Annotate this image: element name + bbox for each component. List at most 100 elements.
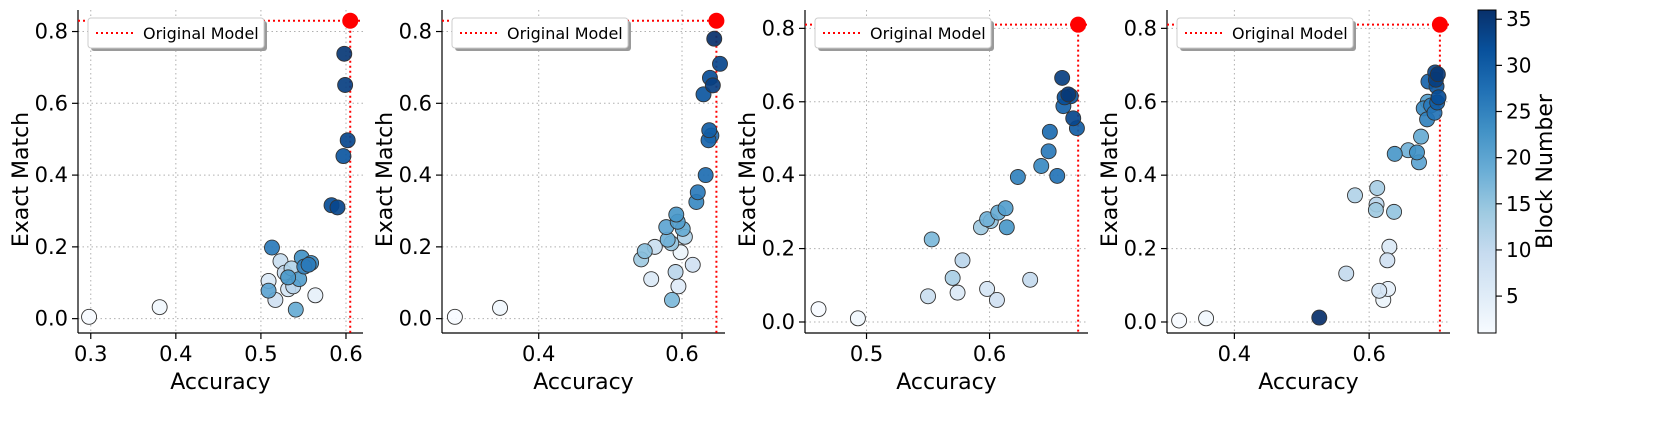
y-axis-label: Exact Match bbox=[373, 112, 398, 247]
y-tick-label: 0.8 bbox=[1124, 16, 1157, 40]
original-model-point bbox=[1431, 16, 1448, 33]
data-point bbox=[944, 269, 961, 286]
data-point bbox=[81, 308, 98, 325]
data-point bbox=[670, 278, 687, 295]
x-tick-label: 0.3 bbox=[74, 342, 107, 366]
original-model-point bbox=[708, 12, 725, 29]
data-point bbox=[643, 271, 660, 288]
data-point bbox=[329, 199, 346, 216]
data-point bbox=[1198, 310, 1215, 327]
legend: Original Model bbox=[814, 17, 994, 51]
data-point bbox=[1413, 128, 1429, 145]
data-point bbox=[1381, 238, 1398, 255]
data-point bbox=[300, 256, 317, 273]
data-point bbox=[280, 269, 297, 286]
data-point bbox=[339, 132, 356, 149]
data-point bbox=[1386, 145, 1403, 162]
data-point bbox=[1065, 110, 1082, 127]
y-tick-label: 0.2 bbox=[35, 235, 68, 259]
original-model-point bbox=[342, 12, 359, 29]
data-point bbox=[1430, 89, 1447, 106]
subplots: 0.3 0.4 0.5 0.6 0.0 0.2 0.4 0.6 0.8 Accuracy Exact… bbox=[9, 10, 1450, 395]
legend: Original Model bbox=[87, 17, 267, 51]
subplot-3: 0.5 0.6 0.0 0.2 0.4 0.6 0.8 Accuracy Exact Match… bbox=[736, 10, 1088, 395]
y-tick-label: 0.6 bbox=[35, 91, 68, 115]
data-point bbox=[954, 252, 971, 269]
y-tick-label: 0.0 bbox=[1124, 310, 1157, 334]
data-point bbox=[287, 301, 304, 318]
data-point bbox=[1009, 169, 1026, 185]
y-tick-label: 0.4 bbox=[762, 163, 795, 187]
data-point bbox=[704, 77, 721, 94]
legend-label: Original Model bbox=[1232, 24, 1348, 43]
original-model-point bbox=[1070, 16, 1087, 33]
colorbar-label: Block Number bbox=[1533, 93, 1558, 249]
data-point bbox=[260, 282, 277, 299]
data-point bbox=[706, 30, 723, 47]
data-point bbox=[1060, 86, 1077, 103]
data-point bbox=[923, 231, 940, 248]
y-tick-label: 0.6 bbox=[399, 91, 432, 115]
y-tick-label: 0.2 bbox=[399, 235, 432, 259]
data-point bbox=[151, 299, 168, 316]
colorbar-tick-label: 15 bbox=[1506, 192, 1531, 216]
data-point bbox=[998, 219, 1015, 236]
x-axis-label: Accuracy bbox=[1258, 370, 1358, 395]
data-point bbox=[1386, 203, 1403, 220]
colorbar-tick-label: 25 bbox=[1506, 100, 1531, 124]
y-tick-label: 0.8 bbox=[399, 20, 432, 44]
data-point bbox=[1041, 123, 1058, 140]
data-point bbox=[1347, 187, 1363, 204]
x-axis-label: Accuracy bbox=[896, 370, 996, 395]
y-tick-label: 0.0 bbox=[762, 310, 795, 334]
data-point bbox=[1369, 180, 1386, 196]
subplot-1: 0.3 0.4 0.5 0.6 0.0 0.2 0.4 0.6 0.8 Accuracy Exact… bbox=[9, 10, 363, 395]
y-tick-label: 0.6 bbox=[762, 90, 795, 114]
data-point bbox=[920, 288, 936, 305]
data-point bbox=[997, 200, 1014, 217]
colorbar-tick-label: 5 bbox=[1506, 284, 1519, 308]
data-point bbox=[667, 264, 684, 280]
data-point bbox=[1429, 66, 1446, 83]
y-axis-label: Exact Match bbox=[9, 112, 34, 247]
data-point bbox=[684, 256, 701, 273]
data-point bbox=[1040, 143, 1057, 160]
y-tick-label: 0.4 bbox=[35, 163, 68, 187]
data-point bbox=[335, 148, 352, 165]
y-tick-label: 0.4 bbox=[1124, 163, 1157, 187]
x-tick-label: 0.6 bbox=[329, 342, 362, 366]
x-tick-label: 0.5 bbox=[244, 342, 277, 366]
data-point bbox=[1171, 312, 1188, 329]
data-point bbox=[701, 122, 718, 139]
y-tick-label: 0.8 bbox=[762, 16, 795, 40]
x-tick-label: 0.4 bbox=[1218, 342, 1251, 366]
y-tick-label: 0.2 bbox=[762, 237, 795, 261]
data-point bbox=[712, 55, 728, 72]
data-point bbox=[849, 310, 866, 327]
x-tick-label: 0.4 bbox=[159, 342, 192, 366]
colorbar-tick-label: 10 bbox=[1506, 238, 1531, 262]
data-point bbox=[307, 287, 324, 304]
data-point bbox=[1022, 271, 1039, 288]
colorbar: 5 10 15 20 25 30 35 Block Number bbox=[1477, 7, 1558, 334]
subplot-2: 0.4 0.6 0.0 0.2 0.4 0.6 0.8 Accuracy Exact Match… bbox=[373, 10, 728, 395]
colorbar-tick-label: 20 bbox=[1506, 146, 1531, 170]
x-axis-label: Accuracy bbox=[170, 370, 270, 395]
legend-box bbox=[87, 17, 265, 49]
data-point bbox=[1054, 69, 1071, 86]
subplot-4: 0.4 0.6 0.0 0.2 0.4 0.6 0.8 Accuracy Exact Match… bbox=[1098, 10, 1450, 395]
data-point bbox=[1033, 158, 1050, 174]
data-point bbox=[264, 239, 280, 256]
data-point bbox=[337, 77, 354, 93]
data-point bbox=[636, 243, 653, 260]
data-point bbox=[446, 308, 463, 325]
data-point bbox=[1409, 144, 1425, 161]
legend: Original Model bbox=[451, 17, 631, 51]
data-point bbox=[689, 184, 706, 201]
data-point bbox=[1338, 265, 1355, 282]
data-point bbox=[492, 299, 508, 316]
x-tick-label: 0.5 bbox=[850, 342, 883, 366]
data-point bbox=[1311, 309, 1328, 326]
x-tick-label: 0.6 bbox=[973, 342, 1006, 366]
